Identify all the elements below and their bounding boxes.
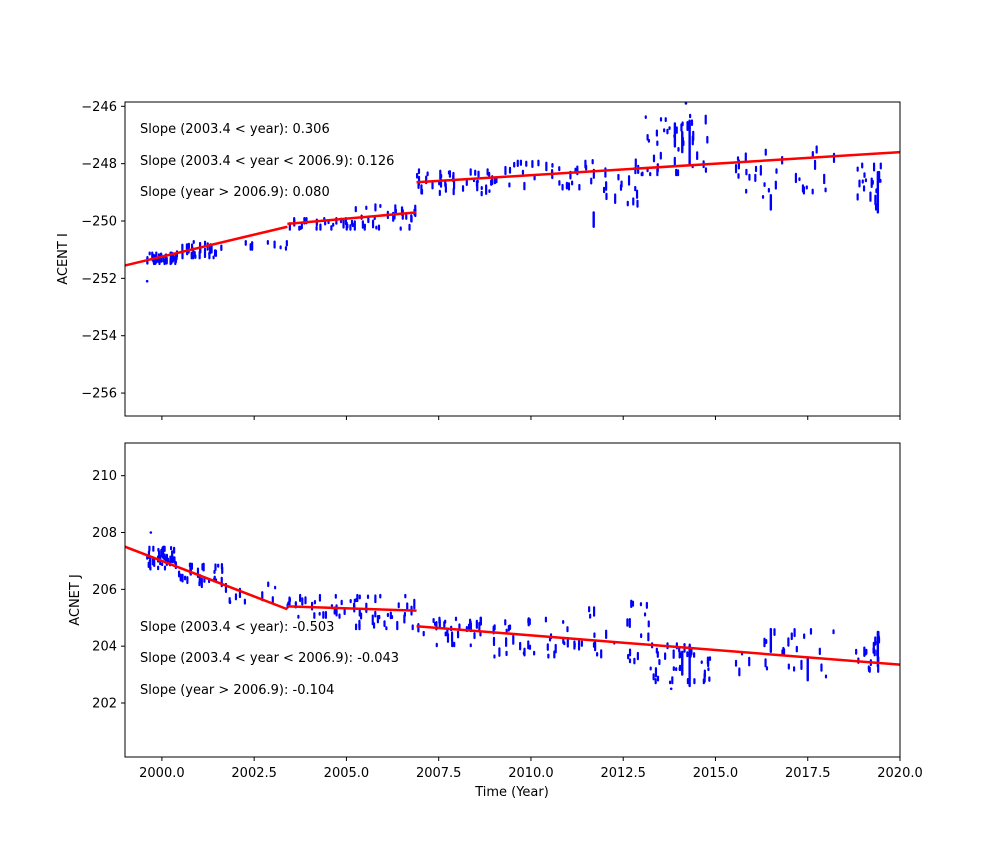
- fit-line-segment-1: [124, 225, 288, 267]
- y-tick-label: 204: [92, 640, 117, 655]
- x-tick-label: 2015.0: [693, 766, 739, 781]
- data-point-outlier: [669, 687, 673, 691]
- x-tick-label: 2020.0: [877, 766, 923, 781]
- bottom-axes-frame: [124, 442, 901, 758]
- x-tick-label: 2017.5: [785, 766, 831, 781]
- top-x-ticks: [161, 416, 901, 420]
- bottom-slope-annotation-3: Slope (year > 2006.9): -0.104: [140, 683, 334, 698]
- data-point-outlier: [145, 279, 149, 283]
- top-slope-annotation-2: Slope (2003.4 < year < 2006.9): 0.126: [140, 154, 394, 169]
- bottom-y-ticks: 202 204 206 208 210: [92, 469, 125, 712]
- data-point-outlier: [149, 531, 153, 534]
- y-tick-label: −248: [81, 157, 117, 172]
- y-tick-label: −250: [81, 215, 117, 230]
- bottom-slope-annotation-1: Slope (2003.4 < year): -0.503: [140, 620, 334, 635]
- x-tick-label: 2010.0: [508, 766, 554, 781]
- x-tick-label: 2005.0: [324, 766, 370, 781]
- bottom-panel: 2000.0 2002.5 2005.0 2007.5 2010.0 2012.5 2015…: [68, 442, 923, 800]
- top-plot-area: [125, 102, 900, 416]
- x-axis-label: Time (Year): [474, 785, 549, 800]
- y-tick-label: 208: [92, 526, 117, 541]
- y-tick-label: −254: [81, 329, 117, 344]
- top-slope-annotation-3: Slope (year > 2006.9): 0.080: [140, 185, 330, 200]
- y-tick-label: −256: [81, 387, 117, 402]
- top-fit-lines: [124, 150, 901, 267]
- bottom-fit-lines: [124, 545, 901, 666]
- x-tick-label: 2002.5: [231, 766, 277, 781]
- top-y-ticks: −246 −248 −250 −252 −254 −256: [81, 100, 125, 402]
- y-tick-label: 206: [92, 583, 117, 598]
- x-tick-label: 2000.0: [139, 766, 185, 781]
- top-panel: −246 −248 −250 −252 −254 −256 ACENT I Slope (…: [56, 100, 901, 420]
- fit-line-segment-3: [416, 150, 901, 184]
- fit-line-segment-2: [287, 605, 417, 612]
- bottom-y-axis-label: ACNET J: [68, 574, 83, 626]
- fit-line-segment-3: [416, 625, 901, 666]
- fit-line-segment-2: [287, 211, 417, 226]
- top-axes-frame: [124, 101, 901, 417]
- y-tick-label: −252: [81, 272, 117, 287]
- x-tick-label: 2007.5: [416, 766, 462, 781]
- bottom-data-points: [146, 531, 881, 691]
- bottom-plot-area: [125, 443, 900, 757]
- y-tick-label: −246: [81, 100, 117, 115]
- x-tick-label: 2012.5: [600, 766, 646, 781]
- data-point-outlier: [684, 102, 688, 105]
- y-tick-label: 210: [92, 469, 117, 484]
- bottom-slope-annotation-2: Slope (2003.4 < year < 2006.9): -0.043: [140, 651, 399, 666]
- top-slope-annotation-1: Slope (2003.4 < year): 0.306: [140, 122, 330, 137]
- top-y-axis-label: ACENT I: [56, 233, 71, 285]
- bottom-x-ticks: 2000.0 2002.5 2005.0 2007.5 2010.0 2012.5 2015…: [139, 757, 923, 781]
- y-tick-label: 202: [92, 697, 117, 712]
- fit-line-segment-1: [124, 545, 288, 611]
